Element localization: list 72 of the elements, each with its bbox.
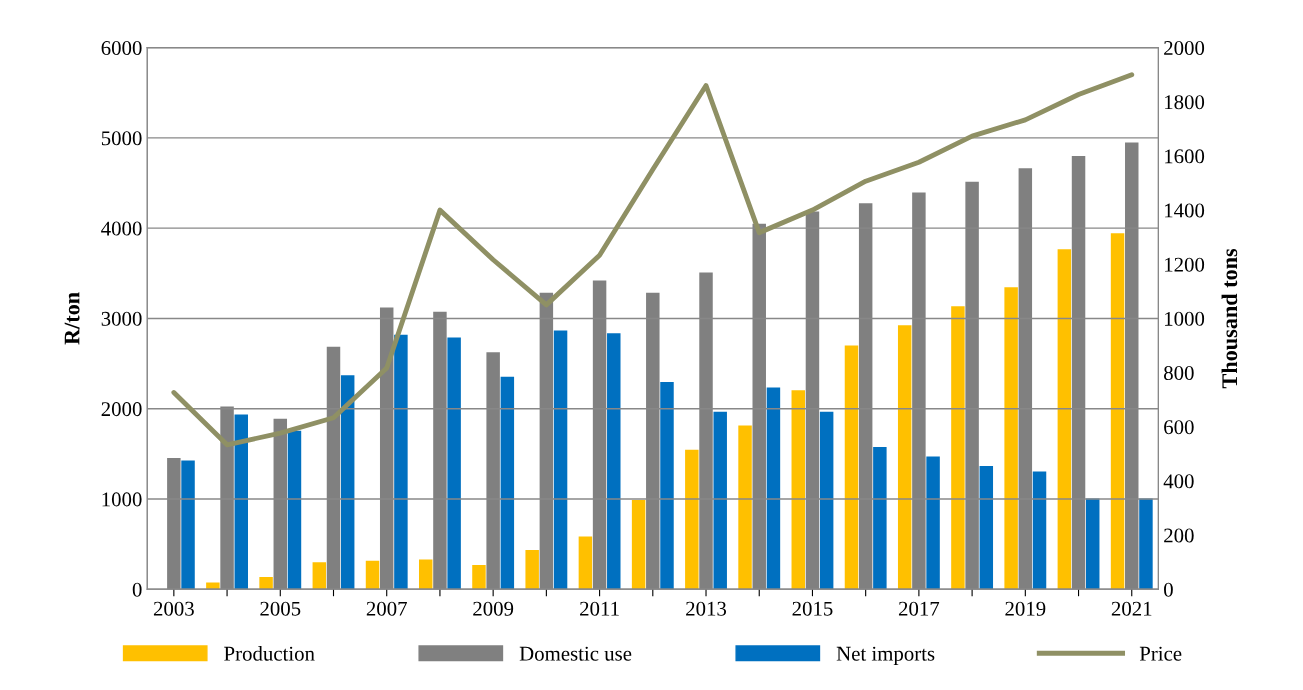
bar <box>1004 287 1018 590</box>
bar <box>525 549 539 590</box>
bar <box>631 499 646 590</box>
bar <box>791 390 805 590</box>
x-tick-label: 2015 <box>792 601 833 616</box>
y-tick-label: 6000 <box>101 40 142 56</box>
bar <box>873 447 887 590</box>
legend-label: Production <box>224 646 315 661</box>
y-tick-label: 0 <box>132 582 142 597</box>
y2-axis-title: Thousand tons <box>1221 248 1238 389</box>
x-tick-label: 2017 <box>898 601 940 616</box>
x-tick-label: 2013 <box>686 601 727 616</box>
y2-tick-label: 400 <box>1163 474 1194 489</box>
y2-tick-label: 800 <box>1164 365 1194 381</box>
x-tick-label: 2009 <box>473 601 514 616</box>
y2-tick-label: 200 <box>1164 528 1194 543</box>
bar <box>1085 498 1100 590</box>
x-tick-label: 2011 <box>580 601 619 616</box>
y2-tick-label: 1800 <box>1165 95 1205 110</box>
y2-tick-label: 1600 <box>1165 149 1205 164</box>
bar <box>365 560 380 590</box>
bar <box>979 466 994 590</box>
bar <box>1032 471 1047 590</box>
bar <box>340 375 355 590</box>
x-tick-label: 2005 <box>260 601 301 616</box>
bar <box>287 430 302 590</box>
bar <box>1139 498 1153 590</box>
bar <box>312 562 327 590</box>
bar <box>844 345 859 590</box>
legend-label: Domestic use <box>519 646 632 661</box>
bar <box>419 559 433 590</box>
bar <box>447 337 461 590</box>
y2-tick-label: 1400 <box>1165 203 1205 218</box>
x-tick-label: 2007 <box>366 601 407 616</box>
bar <box>578 536 593 590</box>
line-series <box>171 72 1135 448</box>
x-tick-label: 2003 <box>153 601 194 616</box>
bar <box>951 306 965 590</box>
y2-tick-label: 2000 <box>1164 40 1205 56</box>
bar <box>766 387 781 590</box>
y-tick-label: 5000 <box>101 131 142 146</box>
y2-tick-label: 1000 <box>1165 311 1205 326</box>
x-tick-label: 2019 <box>1005 601 1046 616</box>
bar <box>472 564 486 590</box>
bar <box>234 414 248 590</box>
bar <box>897 325 912 590</box>
legend-label: Price <box>1139 646 1182 661</box>
legend-label: Net imports <box>836 646 935 665</box>
bar <box>1057 249 1072 590</box>
bar <box>738 425 752 590</box>
y-tick-label: 1000 <box>102 492 142 507</box>
bar <box>206 582 220 590</box>
bar <box>926 456 940 590</box>
bar <box>181 460 195 590</box>
y2-tick-label: 1200 <box>1165 257 1205 272</box>
y2-tick-label: 0 <box>1164 582 1173 597</box>
y-tick-label: 4000 <box>101 221 142 236</box>
bar <box>259 577 273 590</box>
y-tick-label: 2000 <box>101 402 142 417</box>
x-tick-label: 2021 <box>1111 601 1152 616</box>
bar <box>394 334 408 590</box>
bar <box>607 333 621 590</box>
bar <box>819 411 834 590</box>
bar <box>553 330 568 590</box>
bar <box>713 411 727 590</box>
bar <box>1110 233 1125 590</box>
y-axis-title: R/ton <box>64 292 80 345</box>
bar <box>500 376 515 590</box>
y-tick-label: 3000 <box>101 311 142 326</box>
bar <box>660 382 674 590</box>
bar <box>685 449 699 590</box>
y2-tick-label: 600 <box>1164 420 1194 435</box>
